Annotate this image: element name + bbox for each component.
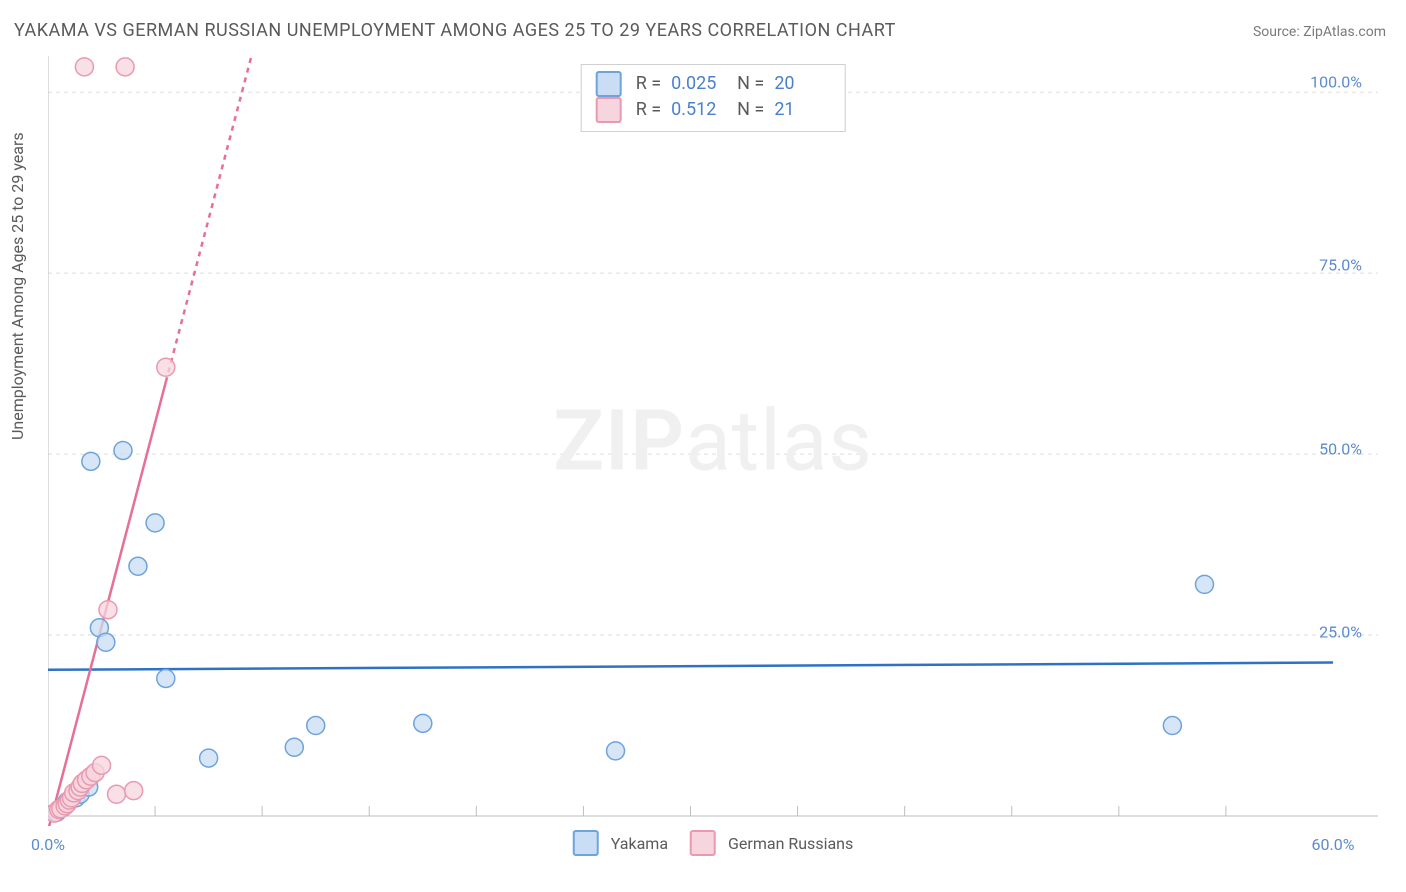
r-value: 0.512 [671,97,727,123]
plot-area: ZIPatlas R = 0.025 N = 20 R = 0.512 N = … [48,56,1378,826]
r-label: R = [636,71,661,97]
legend-item: German Russians [690,830,853,856]
r-value: 0.025 [671,71,727,97]
n-label: N = [737,97,764,123]
legend-item: Yakama [573,830,668,856]
n-value: 21 [774,97,830,123]
y-tick-label: 50.0% [1319,440,1362,459]
x-tick-label: 60.0% [1312,835,1355,854]
legend-label: Yakama [611,834,668,853]
legend-series: Yakama German Russians [573,830,854,856]
r-label: R = [636,97,661,123]
legend-stats-row: R = 0.512 N = 21 [596,97,831,123]
legend-stats: R = 0.025 N = 20 R = 0.512 N = 21 [581,64,846,132]
scatter-chart [48,56,1378,826]
n-label: N = [737,71,764,97]
n-value: 20 [774,71,830,97]
legend-label: German Russians [728,834,853,853]
legend-swatch-icon [573,830,599,856]
y-tick-label: 100.0% [1310,73,1362,92]
x-tick-label: 0.0% [31,835,65,854]
y-axis-label: Unemployment Among Ages 25 to 29 years [8,132,27,440]
source-label: Source: ZipAtlas.com [1253,24,1386,40]
y-tick-label: 25.0% [1319,623,1362,642]
y-tick-label: 75.0% [1319,256,1362,275]
legend-swatch-icon [596,71,622,97]
legend-swatch-icon [690,830,716,856]
legend-swatch-icon [596,97,622,123]
legend-stats-row: R = 0.025 N = 20 [596,71,831,97]
chart-title: YAKAMA VS GERMAN RUSSIAN UNEMPLOYMENT AM… [14,20,896,41]
